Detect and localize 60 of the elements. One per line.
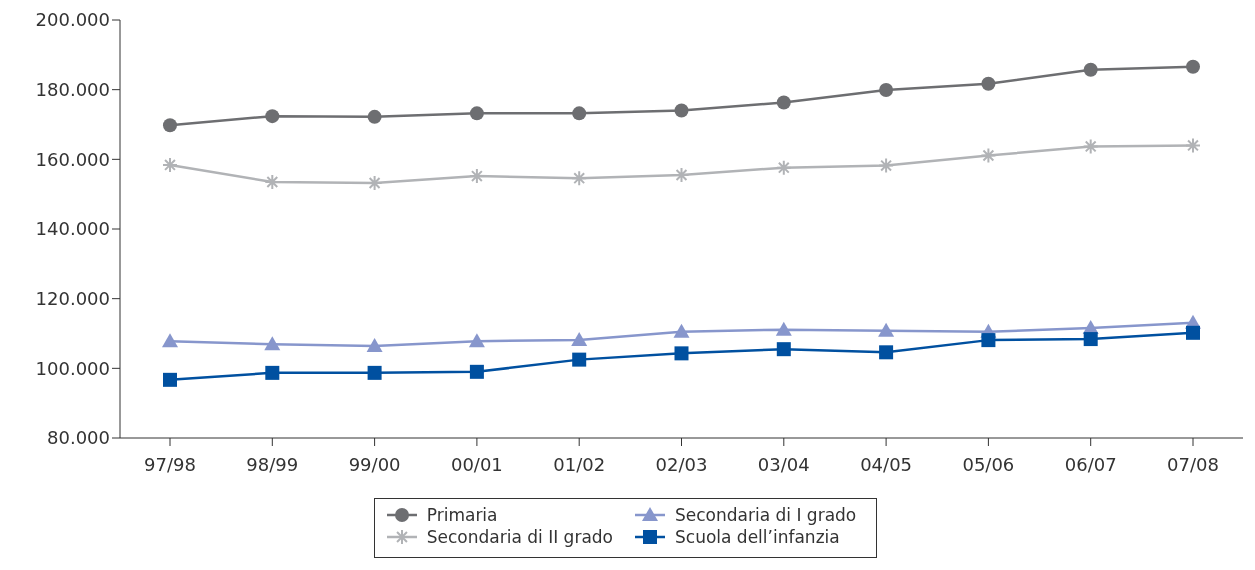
point [673,323,690,338]
y-tick-label: 80.000 [47,427,110,449]
point [163,372,177,387]
legend-label: Secondaria di I grado [675,505,857,525]
point [776,342,791,357]
point [163,118,177,133]
point [367,109,382,124]
point [879,83,894,98]
x-tick-label: 07/08 [1167,453,1219,475]
y-tick-label: 120.000 [35,288,110,310]
point [878,157,895,174]
point [572,352,587,367]
y-tick-label: 100.000 [35,357,110,379]
x-tick-label: 00/01 [450,453,503,475]
y-tick-label: 160.000 [35,148,110,170]
point [265,365,280,380]
point [572,106,587,121]
x-tick-label: 97/98 [144,453,196,475]
point [469,106,484,121]
point [367,365,382,380]
point [674,346,689,361]
point [366,338,383,353]
point [162,333,178,348]
point [1186,325,1200,340]
point [1083,332,1098,347]
x-tick-label: 98/99 [246,453,299,475]
point [879,345,894,360]
point [1083,62,1098,77]
y-tick-label: 180.000 [35,79,110,101]
legend-label: Primaria [426,505,498,525]
point [775,159,792,176]
point [265,109,280,124]
point [1186,59,1200,74]
point [469,364,484,379]
legend-label: Secondaria di II grado [426,527,613,547]
point [776,95,791,110]
y-tick-label: 200.000 [35,9,110,31]
x-tick-label: 05/06 [962,453,1015,475]
point [674,103,689,118]
point [775,321,792,336]
point [1185,137,1201,154]
x-tick-label: 03/04 [757,453,810,475]
x-tick-label: 06/07 [1064,453,1117,475]
point [981,76,996,91]
x-tick-label: 01/02 [553,453,606,475]
point [468,168,485,185]
point [468,333,485,348]
legend-label: Scuola dell’infanzia [675,527,840,547]
point [878,322,895,337]
point [264,336,281,351]
point [980,147,997,164]
point [571,170,588,187]
y-tick-label: 140.000 [35,218,110,240]
x-tick-label: 99/00 [348,453,401,475]
point [162,156,178,173]
point [1082,138,1099,155]
point [571,332,588,347]
x-tick-label: 04/05 [860,453,913,475]
x-tick-label: 02/03 [655,453,708,475]
point [981,333,996,348]
